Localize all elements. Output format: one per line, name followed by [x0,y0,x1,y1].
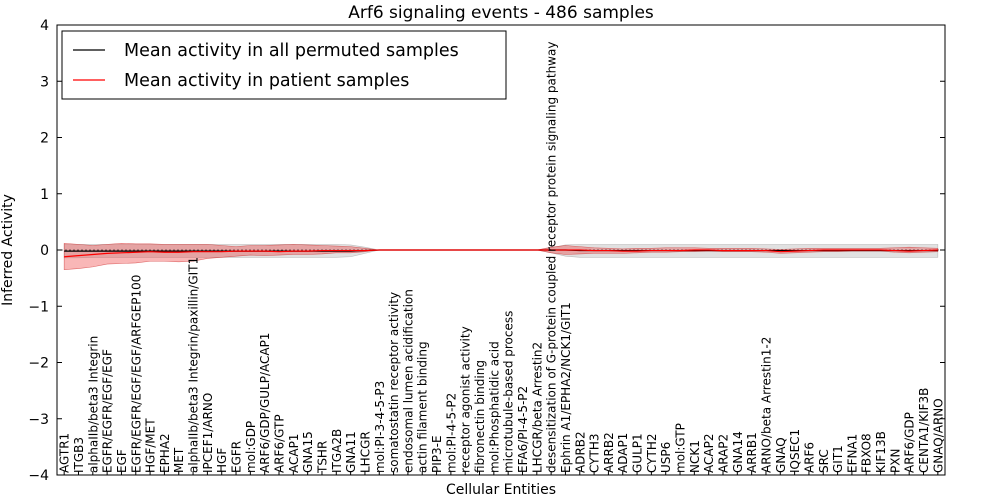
legend: Mean activity in all permuted samples Me… [61,30,507,100]
x-tick-label: IQSEC1 [788,429,802,473]
x-tick-label: ITGA2B [330,429,344,473]
x-tick-label: SRC [817,449,831,473]
x-tick-label: ADRB2 [573,431,587,473]
y-tick-label: 2 [40,131,49,147]
x-tick-label: ACAP1 [287,434,301,473]
x-tick-label: KIF13B [874,431,888,473]
x-tick-label: LHCGR/beta Arrestin2 [530,342,544,473]
x-tick-label: alphaIIb/beta3 Integrin [86,336,100,473]
x-tick-label: EGFR/EGFR/EGF/EGF [101,349,115,473]
x-tick-labels: AGTR1 ITGB3 alphaIIb/beta3 Integrin EGFR/EG… [58,42,945,475]
legend-label-permuted: Mean activity in all permuted samples [124,41,459,61]
x-tick-label: mol:GDP [244,421,258,473]
x-tick-label: CYTH2 [645,434,659,474]
x-tick-label: mol:Phosphatidic acid [487,341,501,473]
x-tick-label: GNA11 [344,431,358,473]
x-tick-label: EGFR/EGFR/EGF/EGF/ARFGEP100 [129,275,143,473]
x-tick-label: GULP1 [631,433,645,473]
x-tick-label: desensitization of G-protein coupled rec… [545,42,559,473]
x-tick-label: ARNO/beta Arrestin1-2 [759,337,773,473]
x-tick-label: PXN [888,449,902,473]
legend-box [61,30,507,100]
x-tick-label: ARF6 [802,442,816,473]
x-tick-label: receptor agonist activity [459,326,473,473]
y-tick-label: −2 [28,356,49,372]
x-tick-label: ADAP1 [616,433,630,473]
x-tick-label: EFA6/PI-4-5-P2 [516,386,530,473]
confidence-band-permuted [63,244,939,259]
x-tick-label: ARRB2 [602,432,616,473]
y-axis-label: Inferred Activity [0,194,16,306]
x-tick-label: endosomal lumen acidification [401,289,415,473]
x-tick-label: actin filament binding [416,341,430,473]
x-tick-label: somatostatin receptor activity [387,292,401,473]
x-tick-label: MET [172,447,186,473]
series-lines [64,249,938,258]
legend-label-patient: Mean activity in patient samples [124,71,409,91]
x-tick-label: Ephrin A1/EPHA2/NCK1/GIT1 [559,302,573,473]
x-tick-label: PIP3-E [430,435,444,473]
x-tick-label: mol:PI-3-4-5-P3 [373,381,387,473]
x-tick-label: EGF [115,449,129,473]
x-tick-label: mol:PI-4-5-P2 [444,393,458,473]
y-axis-ticks: −4 −3 −2 −1 0 1 2 3 4 [28,18,945,484]
y-tick-label: 4 [40,18,49,34]
y-tick-label: −1 [28,299,49,315]
x-tick-label: fibronectin binding [473,360,487,473]
x-tick-label: HGF/MET [144,418,158,473]
chart-title: Arf6 signaling events - 486 samples [348,3,654,23]
x-tick-label: ARF6/GDP/GULP/ACAP1 [258,333,272,473]
x-tick-label: FBXO8 [860,433,874,473]
x-tick-label: alphaIIb/beta3 Integrin/paxillin/GIT1 [187,257,201,473]
x-tick-label: EFNA1 [845,434,859,473]
x-tick-label: CENTA1/KIF3B [917,388,931,473]
x-tick-label: ARRB1 [745,432,759,473]
x-tick-label: mol:GTP [674,423,688,473]
x-axis-label: Cellular Entities [446,482,556,498]
x-tick-label: microtubule-based process [502,311,516,473]
x-tick-label: NCK1 [688,440,702,473]
y-tick-label: 1 [40,187,49,203]
y-tick-label: −4 [28,468,49,484]
x-tick-label: TSHR [315,441,329,474]
y-tick-label: 3 [40,74,49,90]
series-line-patient [64,249,938,258]
x-tick-label: AGTR1 [58,433,72,473]
x-tick-label: IPCEF1/ARNO [201,393,215,473]
x-tick-label: EGFR [230,441,244,473]
x-tick-label: USP6 [659,442,673,473]
x-tick-label: GNA14 [731,431,745,473]
y-tick-label: 0 [40,243,49,259]
x-tick-label: GNA15 [301,431,315,473]
x-tick-label: ACAP2 [702,434,716,473]
x-tick-label: CYTH3 [588,434,602,474]
x-tick-label: GIT1 [831,445,845,473]
x-tick-label: HGF [215,448,229,473]
x-tick-label: LHCGR [358,431,372,473]
y-tick-label: −3 [28,412,49,428]
x-tick-label: ARF6/GTP [273,414,287,473]
x-tick-label: EPHA2 [158,433,172,473]
x-tick-label: GNAQ/ARNO [931,398,945,473]
x-tick-label: ARAP2 [717,434,731,473]
x-tick-label: ITGB3 [72,437,86,473]
x-tick-label: ARF6/GDP [903,412,917,473]
x-tick-label: GNAQ [774,437,788,473]
